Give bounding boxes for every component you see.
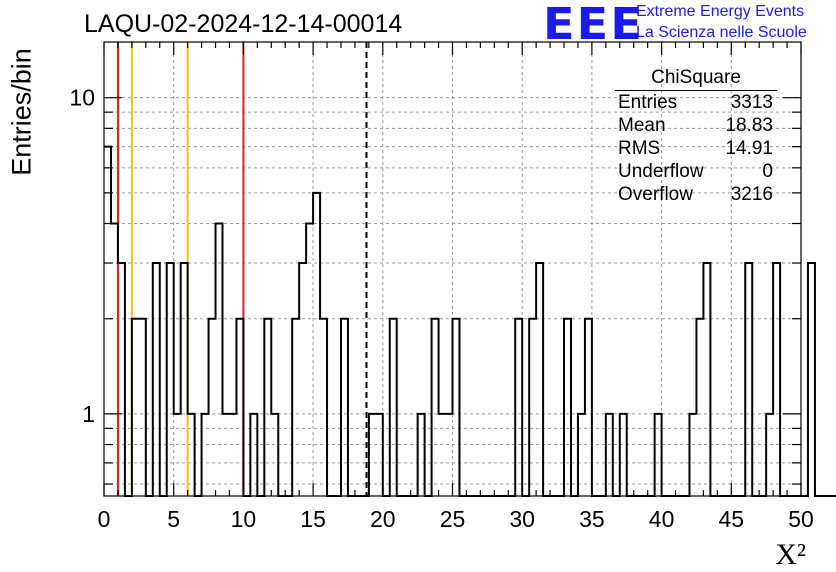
stat-value: 18.83 [725, 115, 773, 136]
axis-ticks [103, 42, 802, 496]
stat-row-rms: RMS 14.91 [609, 137, 773, 160]
x-tick-label: 45 [719, 506, 745, 532]
logo-caption-line2: La Scienza nelle Scuole [636, 24, 807, 41]
stat-value: 0 [762, 161, 773, 182]
stats-box: ChiSquare Entries 3313 Mean 18.83 RMS 14… [609, 66, 777, 206]
tick-labels: 0 5 10 15 20 25 30 35 40 45 50 1 10 [69, 85, 813, 532]
eee-logo: EEE [543, 0, 644, 50]
stat-label: RMS [618, 138, 661, 159]
logo-caption-line1: Extreme Energy Events [636, 3, 805, 20]
y-tick-label: 10 [69, 85, 95, 111]
y-tick-label: 1 [82, 401, 95, 427]
stats-divider [615, 90, 777, 91]
x-tick-label: 40 [649, 506, 675, 532]
x-tick-label: 20 [370, 506, 396, 532]
stat-label: Underflow [618, 161, 704, 182]
stat-label: Overflow [618, 184, 693, 205]
stat-value: 3313 [730, 92, 773, 113]
x-tick-label: 5 [167, 506, 180, 532]
stat-row-entries: Entries 3313 [609, 91, 773, 114]
stat-label: Mean [618, 115, 666, 136]
stat-row-mean: Mean 18.83 [609, 114, 773, 137]
x-tick-label: 50 [788, 506, 814, 532]
x-axis-label: X² [775, 538, 806, 571]
y-axis-label: Entries/bin [6, 48, 37, 176]
x-tick-label: 15 [300, 506, 326, 532]
stat-value: 3216 [730, 184, 773, 205]
stat-row-underflow: Underflow 0 [609, 160, 773, 183]
x-tick-label: 25 [440, 506, 466, 532]
stat-label: Entries [618, 92, 678, 113]
stat-row-overflow: Overflow 3216 [609, 183, 773, 206]
chart-title: LAQU-02-2024-12-14-00014 [84, 10, 403, 38]
x-tick-label: 0 [98, 506, 111, 532]
stats-title: ChiSquare [651, 67, 741, 88]
x-tick-label: 10 [231, 506, 257, 532]
x-tick-label: 30 [509, 506, 535, 532]
x-tick-label: 35 [579, 506, 605, 532]
stat-value: 14.91 [725, 138, 773, 159]
